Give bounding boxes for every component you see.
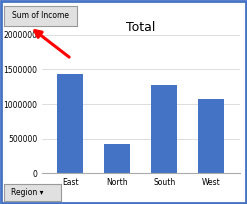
Text: Sum of Income: Sum of Income [12, 11, 69, 20]
Text: Region ▾: Region ▾ [11, 188, 44, 197]
Bar [104, 144, 130, 173]
Bar [151, 85, 177, 173]
Bar [198, 99, 224, 173]
Title: Total: Total [126, 21, 155, 33]
Bar [57, 74, 83, 173]
